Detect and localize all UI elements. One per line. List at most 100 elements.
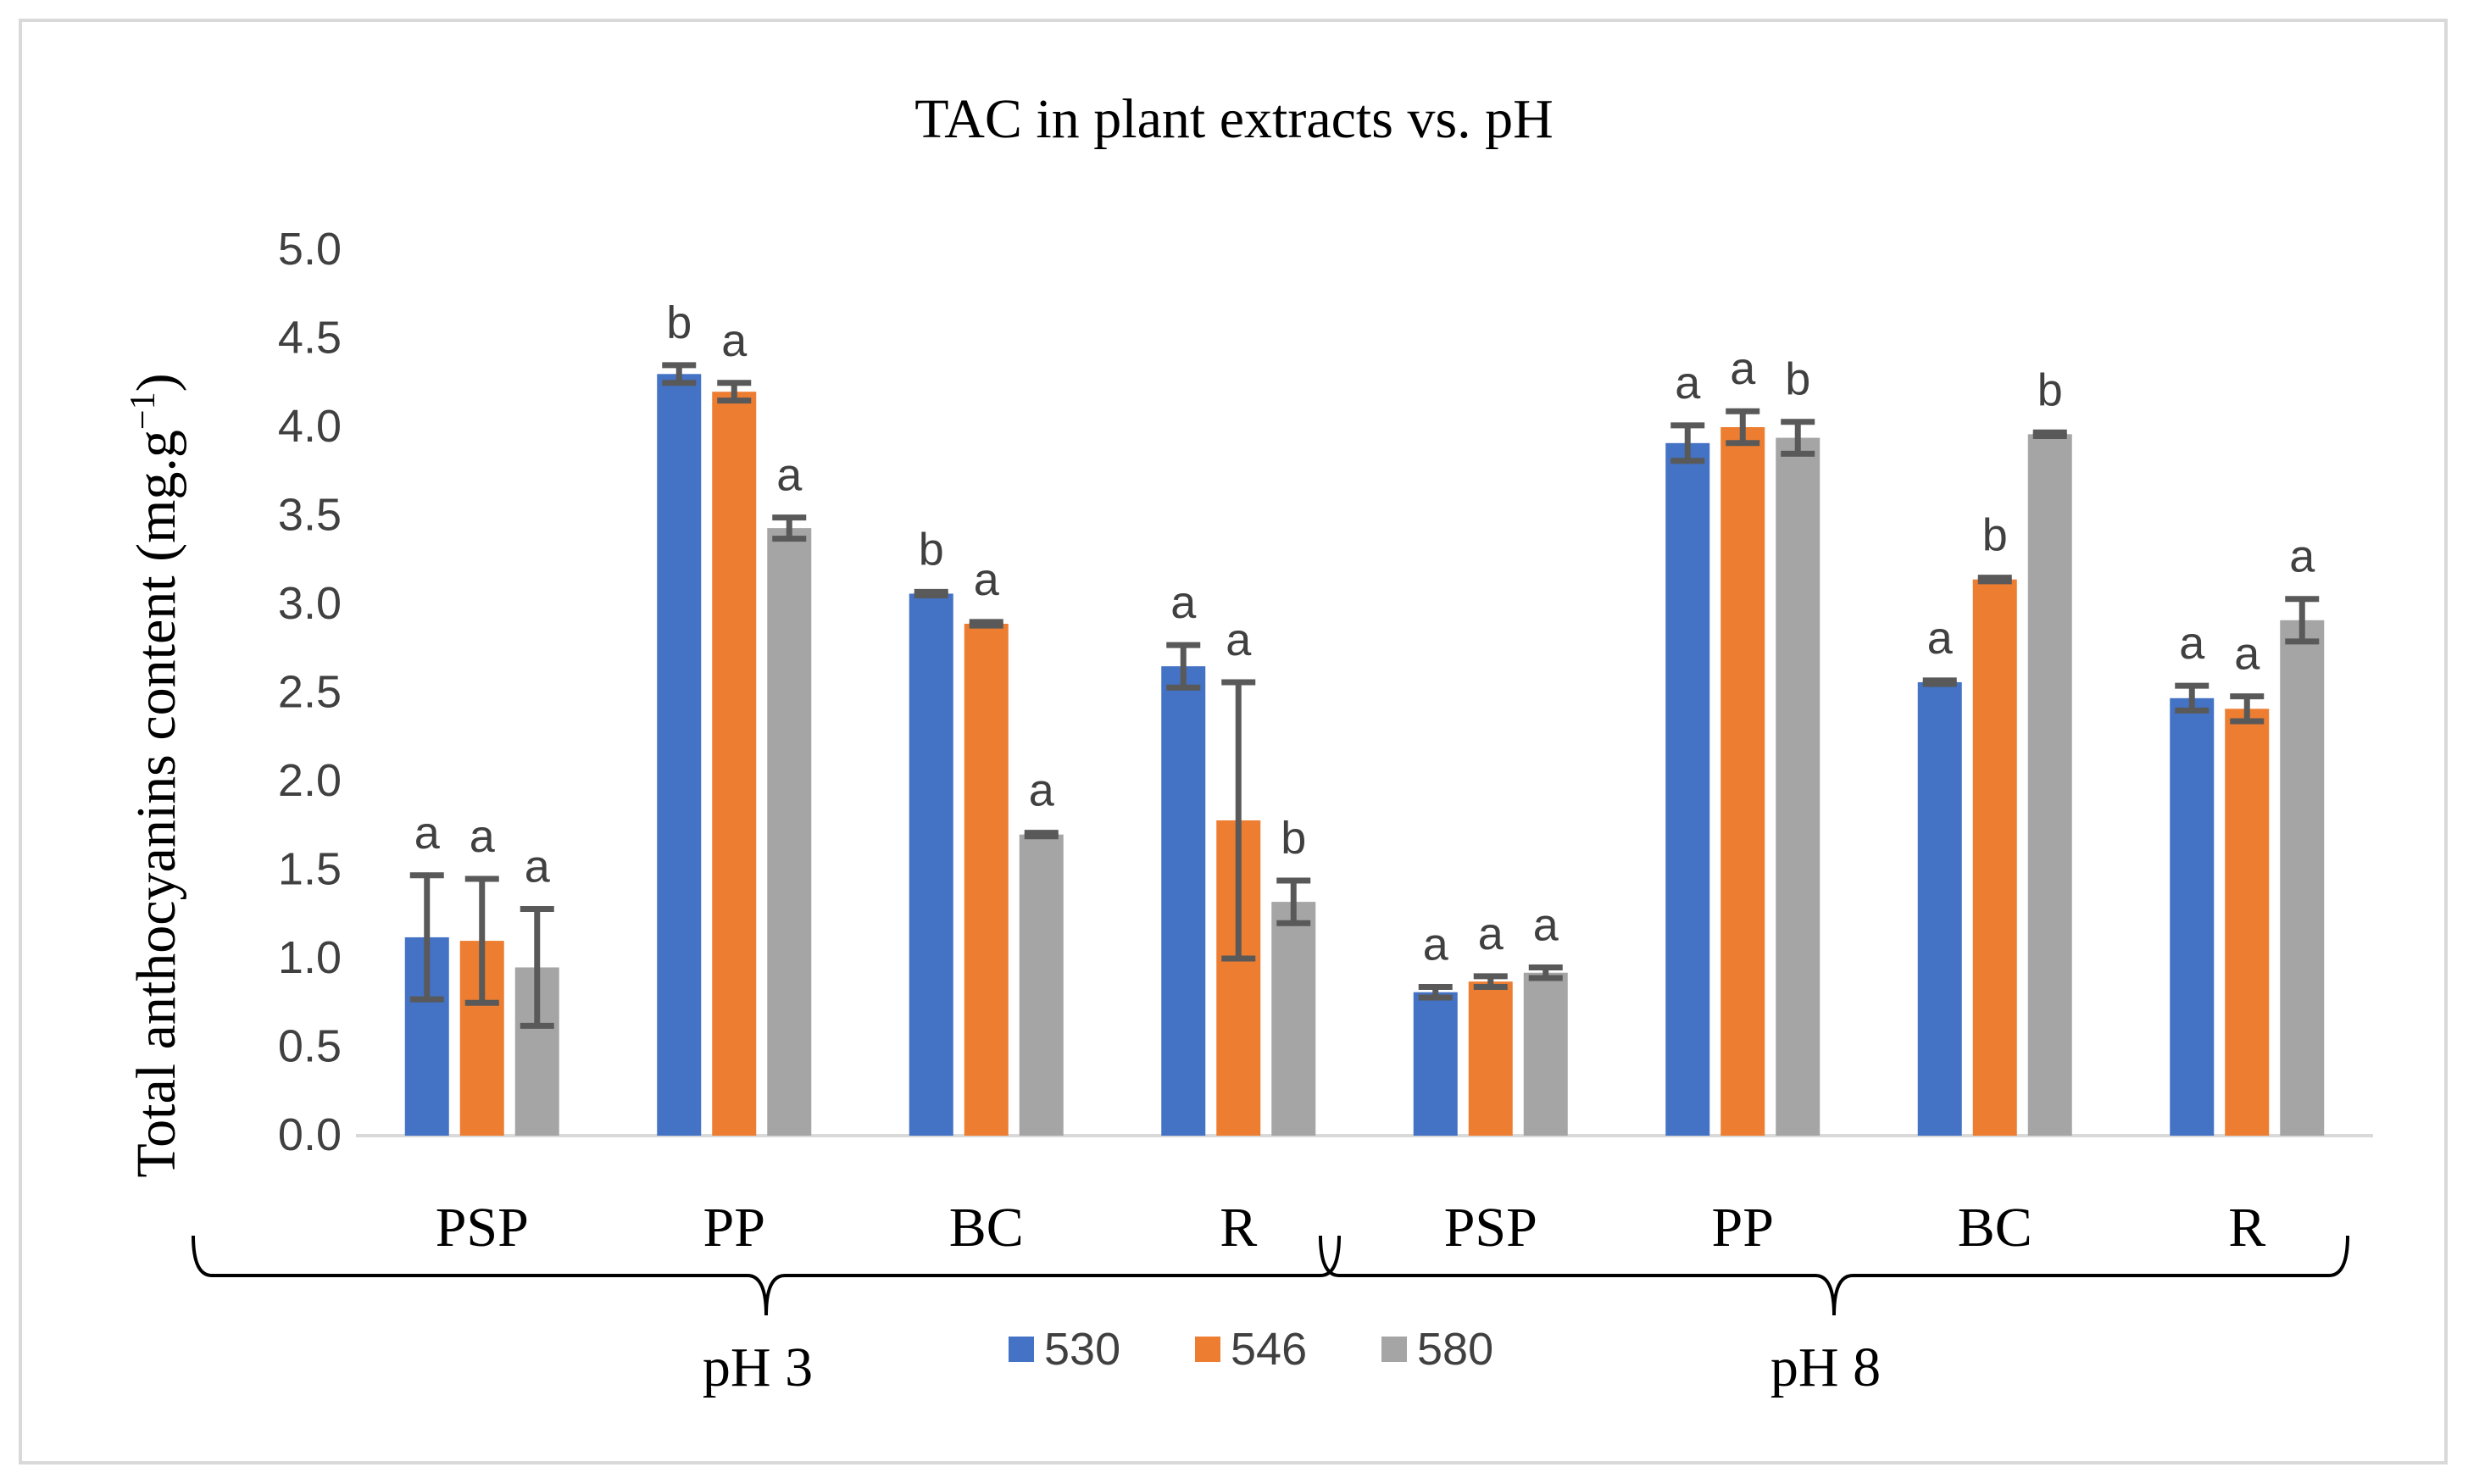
legend-swatch-580: [1381, 1337, 1407, 1362]
error-bar: [1726, 408, 1760, 447]
error-bar: [1276, 877, 1311, 926]
category-labels: PSP PP BC R PSP PP BC R: [436, 1197, 2266, 1259]
error-bar: [520, 905, 554, 1029]
category-label: R: [1220, 1197, 1257, 1259]
bar-580: [767, 528, 812, 1136]
significance-letter: a: [1533, 899, 1559, 950]
bar-530: [1665, 442, 1710, 1136]
significance-letter: b: [1281, 813, 1306, 864]
bar-546: [1720, 427, 1765, 1136]
error-bar: [2230, 693, 2265, 725]
error-bar: [2285, 596, 2320, 645]
error-bar: [464, 875, 499, 1006]
legend-swatch-530: [1009, 1337, 1034, 1362]
chart-title: TAC in plant extracts vs. pH: [914, 88, 1554, 150]
group-labels: pH 3 pH 8: [703, 1337, 1881, 1398]
significance-letter: a: [470, 811, 496, 862]
significance-letter: a: [974, 554, 1000, 605]
bar-546: [1972, 579, 2017, 1136]
significance-letter: a: [414, 808, 441, 859]
significance-letter: a: [1029, 765, 1055, 816]
category-label: R: [2228, 1197, 2265, 1259]
category-label: PP: [703, 1197, 765, 1259]
y-tick-label: 1.5: [278, 844, 342, 895]
bar-546: [1468, 981, 1513, 1136]
category-label: BC: [949, 1197, 1024, 1259]
significance-letter: a: [2179, 618, 2205, 669]
significance-letter: b: [1785, 354, 1810, 405]
bar-530: [1917, 681, 1962, 1136]
bar-580: [1776, 437, 1820, 1136]
y-tick-label: 4.0: [278, 401, 342, 452]
significance-letter: a: [1730, 343, 1756, 394]
error-bar: [1418, 983, 1453, 1001]
error-bar: [409, 872, 444, 1003]
bar-580: [1271, 902, 1316, 1136]
y-axis-label-superscript: −1: [124, 392, 163, 430]
group-braces: [192, 1235, 2349, 1316]
significance-letter: b: [666, 297, 692, 348]
y-tick-label: 2.5: [278, 667, 342, 718]
y-axis-label-close: ): [125, 373, 187, 392]
legend-label: 580: [1417, 1324, 1493, 1375]
y-tick-label: 4.5: [278, 313, 342, 364]
significance-letter: a: [1927, 613, 1954, 664]
y-tick-label: 2.0: [278, 755, 342, 806]
error-bar: [969, 619, 1003, 629]
y-tick-label: 1.0: [278, 932, 342, 983]
significance-letter: a: [721, 315, 748, 366]
error-bars-layer: [409, 362, 2320, 1029]
group-label: pH 3: [703, 1337, 813, 1398]
group-brace: [192, 1235, 1341, 1316]
significance-letter: a: [525, 841, 551, 892]
significance-letter: b: [1982, 510, 2008, 561]
error-bar: [1922, 677, 1957, 687]
bar-530: [2170, 698, 2215, 1136]
y-tick-label: 5.0: [278, 224, 342, 275]
category-label: PSP: [436, 1197, 529, 1259]
y-axis-label-text: Total anthocyanins content (mg.g: [125, 430, 187, 1178]
y-tick-label: 0.0: [278, 1109, 342, 1160]
bar-580: [1523, 972, 1568, 1136]
error-bar: [1977, 575, 2012, 585]
bars-layer: [404, 374, 2325, 1136]
bar-580: [1019, 834, 1064, 1136]
error-bar: [662, 362, 697, 386]
significance-letter: a: [776, 450, 803, 501]
significance-letter: a: [1423, 919, 1449, 970]
group-label: pH 8: [1770, 1337, 1881, 1398]
category-label: BC: [1958, 1197, 2032, 1259]
group-brace: [1319, 1235, 2349, 1316]
significance-letter: a: [1170, 577, 1197, 628]
y-tick-label: 3.0: [278, 578, 342, 629]
significance-letter: a: [2289, 531, 2315, 582]
bar-530: [1413, 992, 1458, 1136]
bar-580: [2027, 434, 2072, 1136]
legend: 530 546 580: [1009, 1324, 1493, 1375]
y-tick-labels: 0.0 0.5 1.0 1.5 2.0 2.5 3.0 3.5 4.0 4.5 5.0: [278, 224, 342, 1160]
error-bar: [1024, 830, 1059, 840]
significance-letter: a: [2234, 629, 2260, 680]
error-bar: [1670, 422, 1705, 464]
error-bar: [2032, 429, 2067, 439]
legend-label: 530: [1044, 1324, 1120, 1375]
error-bar: [1473, 973, 1508, 990]
error-bar: [772, 514, 807, 542]
significance-letter: a: [1675, 358, 1701, 409]
y-tick-label: 3.5: [278, 490, 342, 541]
error-bar: [914, 588, 948, 599]
significance-letter: b: [919, 524, 944, 575]
error-bar: [1528, 964, 1563, 981]
error-bar: [1166, 642, 1201, 691]
error-bar: [1781, 419, 1815, 457]
legend-swatch-546: [1195, 1337, 1220, 1362]
bar-580: [2280, 620, 2325, 1136]
bar-546: [964, 623, 1009, 1136]
error-bar: [717, 380, 752, 404]
bar-546: [2225, 709, 2270, 1136]
category-label: PSP: [1444, 1197, 1537, 1259]
bar-530: [1161, 666, 1206, 1136]
significance-letter: b: [2037, 364, 2063, 415]
